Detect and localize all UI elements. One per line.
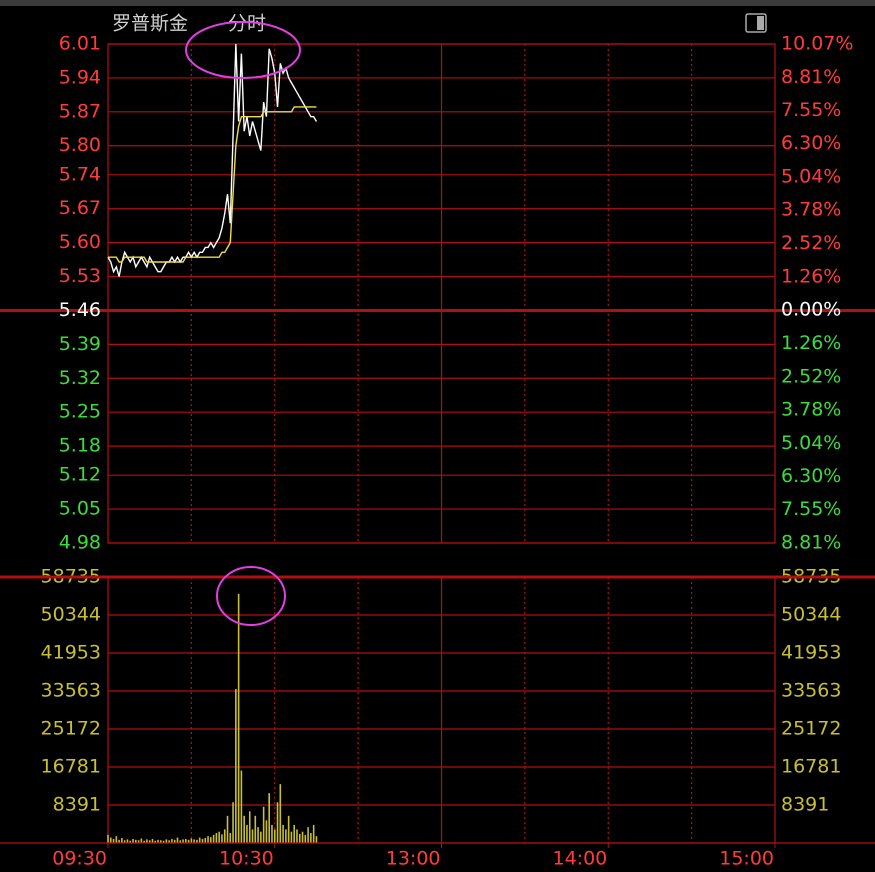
y2-tick-label: 5.04%	[781, 432, 841, 454]
y2-tick-label: 2.52%	[781, 365, 841, 387]
y2-tick-label: 41953	[781, 642, 841, 664]
plot-frame	[107, 43, 776, 544]
y2-tick-label: 2.52%	[781, 232, 841, 254]
y2-tick-label: 8.81%	[781, 66, 841, 88]
y2-tick-label: 8391	[781, 793, 829, 815]
y2-tick-label: 25172	[781, 718, 841, 740]
y2-tick-label: 8.81%	[781, 532, 841, 554]
y2-tick-label: 5.04%	[781, 165, 841, 187]
y-tick-label: 5.74	[59, 163, 101, 185]
y2-tick-label: 6.30%	[781, 465, 841, 487]
chart-subtitle: 分时	[228, 13, 266, 35]
y-tick-label: 4.98	[59, 532, 101, 554]
price-line	[108, 106, 317, 263]
y2-tick-label: 1.26%	[781, 265, 841, 287]
x-tick-label: 13:00	[386, 848, 441, 870]
x-tick-label: 09:30	[52, 848, 107, 870]
y-tick-label: 5.46	[59, 299, 101, 321]
y-tick-label: 5.67	[59, 197, 101, 219]
y2-tick-label: 6.30%	[781, 132, 841, 154]
y-tick-label: 25172	[41, 718, 101, 740]
x-tick-label: 15:00	[719, 848, 774, 870]
y-tick-label: 6.01	[59, 33, 101, 55]
y-tick-label: 50344	[41, 604, 101, 626]
highlight-circle	[216, 566, 286, 626]
y-tick-label: 5.39	[59, 333, 101, 355]
y-tick-label: 5.80	[59, 134, 101, 156]
chart-title: 罗普斯金	[112, 13, 188, 35]
y2-tick-label: 10.07%	[781, 33, 853, 55]
panel-icon-fill	[757, 16, 764, 30]
top-strip	[0, 0, 875, 6]
x-tick-label: 10:30	[219, 848, 274, 870]
price-line	[107, 43, 318, 277]
y2-tick-label: 50344	[781, 604, 841, 626]
y-tick-label: 5.12	[59, 464, 101, 486]
y-tick-label: 5.05	[59, 498, 101, 520]
y2-tick-label: 3.78%	[781, 399, 841, 421]
y-tick-label: 5.18	[59, 435, 101, 457]
y2-tick-label: 3.78%	[781, 199, 841, 221]
y-tick-label: 8391	[53, 793, 101, 815]
y2-tick-label: 33563	[781, 679, 841, 701]
y-tick-label: 16781	[41, 756, 101, 778]
y2-tick-label: 1.26%	[781, 332, 841, 354]
panel-icon[interactable]	[745, 13, 767, 33]
y-tick-label: 5.53	[59, 265, 101, 287]
y-tick-label: 5.32	[59, 367, 101, 389]
y-tick-label: 5.87	[59, 100, 101, 122]
y-tick-label: 5.25	[59, 401, 101, 423]
y2-tick-label: 16781	[781, 756, 841, 778]
y-tick-label: 5.60	[59, 231, 101, 253]
y2-tick-label: 0.00%	[781, 299, 841, 321]
y-tick-label: 41953	[41, 642, 101, 664]
y2-tick-label: 7.55%	[781, 498, 841, 520]
y-tick-label: 5.94	[59, 66, 101, 88]
highlight-circle	[185, 21, 301, 79]
y-tick-label: 33563	[41, 679, 101, 701]
x-tick-label: 14:00	[552, 848, 607, 870]
y2-tick-label: 7.55%	[781, 99, 841, 121]
